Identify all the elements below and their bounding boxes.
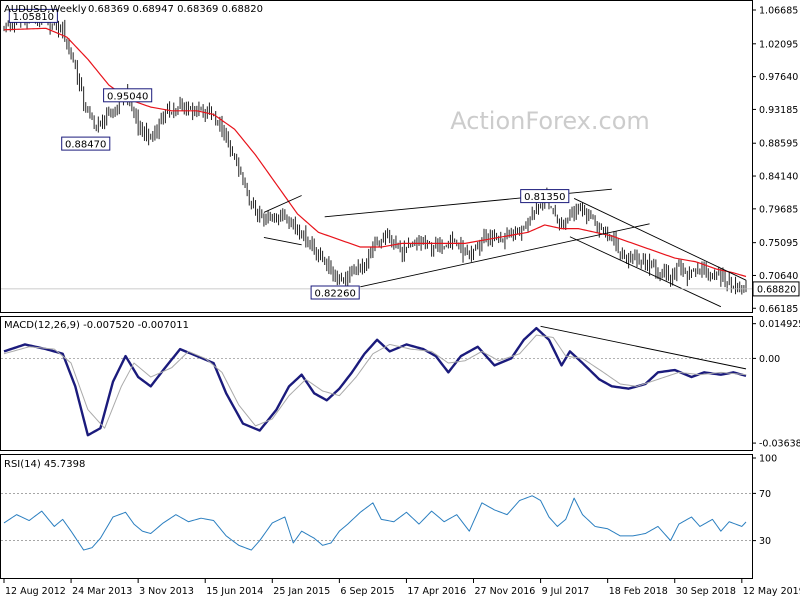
price-title: AUDUSD,Weekly	[4, 4, 87, 15]
panel-price-frame	[0, 0, 753, 313]
macd-y-tick-label-1: 0.00	[759, 354, 780, 365]
x-axis: 12 Aug 2012 24 Mar 2013 3 Nov 2013 15 Jun 2…	[3, 578, 800, 597]
x-tick-label-10: 30 Sep 2018	[676, 586, 736, 597]
price-labels: 1.05810 0.95040 0.88470 0.82260 0.81350	[8, 8, 570, 300]
x-tick-label-9: 18 Feb 2018	[609, 586, 668, 597]
watermark: ActionForex.com	[450, 107, 650, 135]
rsi-title: RSI(14) 45.7398	[4, 459, 85, 470]
price-y-tick-label-0: 1.06685	[759, 6, 798, 17]
current-price-tag	[752, 281, 800, 297]
x-tick-label-1: 24 Mar 2013	[72, 586, 132, 597]
price-y-tick-label-4: 0.88595	[759, 139, 798, 150]
price-ohlc: 0.68369 0.68947 0.68369 0.68820	[88, 4, 263, 15]
macd-axis: 0.014925 0.00 -0.036389	[752, 319, 800, 450]
rsi-y-tick-label-2: 30	[759, 536, 771, 547]
trendline-4	[263, 195, 302, 213]
x-tick-label-0: 12 Aug 2012	[5, 586, 66, 597]
current-price-tag-label: 0.68820	[757, 284, 796, 295]
price-y-tick-label-1: 1.02095	[759, 39, 798, 50]
price-label-box-4	[520, 189, 570, 204]
price-label-1: 0.95040	[107, 91, 148, 102]
x-tick-label-3: 15 Jun 2014	[206, 586, 263, 597]
rsi-series	[3, 495, 747, 551]
x-tick-label-7: 27 Nov 2016	[475, 586, 536, 597]
price-y-tick-label-9: 0.66185	[759, 304, 798, 315]
x-tick-label-11: 12 May 2019	[743, 586, 800, 597]
rsi-y-tick-label-1: 70	[759, 489, 771, 500]
trendline-5	[263, 237, 302, 246]
price-label-box-0	[8, 8, 58, 23]
rsi-y-tick-label-0: 100	[759, 454, 777, 465]
price-label-4: 0.81350	[524, 192, 565, 203]
x-tick-label-5: 6 Sep 2015	[340, 586, 394, 597]
x-tick-label-4: 25 Jan 2015	[273, 586, 330, 597]
trendline-3	[569, 236, 722, 308]
price-y-tick-label-2: 0.97640	[759, 72, 798, 83]
rsi-axis: 100 70 30	[752, 454, 777, 547]
price-label-box-2	[61, 136, 111, 151]
price-label-3: 0.82260	[315, 289, 356, 300]
macd-y-tick-label-2: -0.036389	[759, 439, 800, 450]
price-axis: 1.06685 1.02095 0.97640 0.93185 0.88595 0.841…	[752, 6, 800, 315]
price-y-tick-label-6: 0.79685	[759, 204, 798, 215]
trendline-2	[573, 198, 747, 281]
trendline-1	[360, 223, 650, 288]
price-label-box-3	[310, 285, 360, 300]
price-y-tick-label-7: 0.75095	[759, 238, 798, 249]
price-label-0: 1.05810	[13, 12, 54, 23]
price-label-2: 0.88470	[65, 140, 106, 151]
price-y-tick-label-5: 0.84140	[759, 172, 798, 183]
macd-trendline	[540, 325, 747, 370]
macd-series-signal	[3, 334, 747, 429]
rsi-lines	[1, 492, 752, 551]
x-tick-label-6: 17 Apr 2016	[407, 586, 466, 597]
price-label-box-1	[103, 88, 153, 103]
price-y-tick-label-8: 0.70640	[759, 271, 798, 282]
x-tick-label-8: 9 Jul 2017	[542, 586, 590, 597]
panel-rsi-frame	[0, 454, 753, 579]
macd-lines	[1, 325, 752, 437]
price-y-tick-label-3: 0.93185	[759, 105, 798, 116]
macd-y-tick-label-0: 0.014925	[759, 319, 800, 330]
macd-title: MACD(12,26,9) -0.007520 -0.007011	[4, 320, 189, 331]
macd-series-macd	[3, 326, 747, 437]
x-tick-label-2: 3 Nov 2013	[139, 586, 194, 597]
